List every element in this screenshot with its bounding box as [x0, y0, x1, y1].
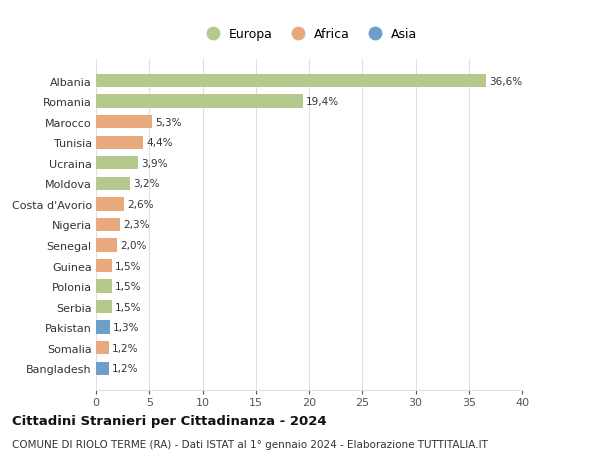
Bar: [96, 198, 124, 211]
Bar: [96, 239, 118, 252]
Bar: [96, 280, 112, 293]
Text: 3,9%: 3,9%: [141, 158, 167, 168]
Bar: [96, 136, 143, 150]
Legend: Europa, Africa, Asia: Europa, Africa, Asia: [196, 23, 422, 46]
Bar: [96, 362, 109, 375]
Bar: [96, 157, 137, 170]
Text: 2,6%: 2,6%: [127, 199, 154, 209]
Bar: [96, 218, 121, 232]
Bar: [96, 259, 112, 273]
Text: 4,4%: 4,4%: [146, 138, 173, 148]
Text: 19,4%: 19,4%: [306, 97, 339, 107]
Text: 1,3%: 1,3%: [113, 323, 140, 332]
Text: 1,2%: 1,2%: [112, 364, 139, 374]
Text: 1,5%: 1,5%: [115, 261, 142, 271]
Text: 1,5%: 1,5%: [115, 302, 142, 312]
Bar: [96, 321, 110, 334]
Bar: [96, 300, 112, 313]
Bar: [96, 75, 486, 88]
Text: 1,5%: 1,5%: [115, 281, 142, 291]
Bar: [96, 341, 109, 355]
Text: 36,6%: 36,6%: [489, 76, 522, 86]
Text: 2,0%: 2,0%: [121, 241, 147, 251]
Text: COMUNE DI RIOLO TERME (RA) - Dati ISTAT al 1° gennaio 2024 - Elaborazione TUTTIT: COMUNE DI RIOLO TERME (RA) - Dati ISTAT …: [12, 440, 488, 449]
Bar: [96, 116, 152, 129]
Text: Cittadini Stranieri per Cittadinanza - 2024: Cittadini Stranieri per Cittadinanza - 2…: [12, 414, 326, 428]
Bar: [96, 95, 302, 108]
Text: 1,2%: 1,2%: [112, 343, 139, 353]
Text: 5,3%: 5,3%: [155, 118, 182, 127]
Text: 2,3%: 2,3%: [124, 220, 150, 230]
Text: 3,2%: 3,2%: [133, 179, 160, 189]
Bar: [96, 177, 130, 190]
